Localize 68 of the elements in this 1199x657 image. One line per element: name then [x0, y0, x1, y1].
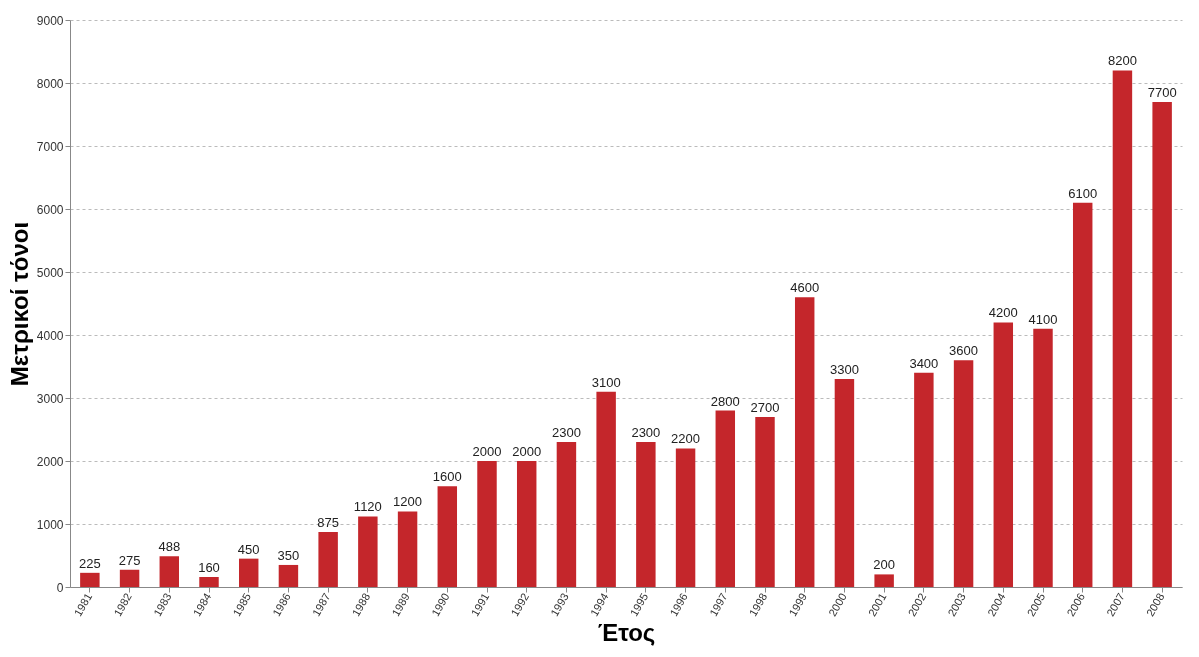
data-label: 4600 — [790, 280, 820, 296]
data-label: 200 — [873, 557, 895, 573]
data-label: 225 — [79, 555, 101, 571]
data-label: 2200 — [671, 431, 701, 447]
bar — [755, 416, 775, 587]
bar — [80, 572, 100, 587]
y-tick-label: 4000 — [36, 328, 64, 343]
bar — [397, 511, 418, 587]
data-label: 1120 — [353, 499, 382, 515]
data-label: 2000 — [512, 444, 542, 459]
bar — [834, 379, 855, 587]
bar — [556, 442, 577, 587]
bar — [199, 576, 219, 587]
data-label: 6100 — [1068, 185, 1098, 201]
bar — [1033, 328, 1053, 587]
bar — [1152, 101, 1172, 587]
data-label: 4100 — [1028, 311, 1058, 327]
data-label: 450 — [237, 541, 260, 557]
bar — [437, 486, 458, 587]
bar — [715, 410, 736, 587]
bar — [596, 391, 616, 587]
data-label: 160 — [198, 559, 220, 575]
x-axis-title: Έτος — [597, 619, 656, 647]
data-label: 1200 — [393, 494, 423, 510]
data-label: 488 — [158, 539, 181, 555]
bar — [675, 448, 696, 587]
bar — [914, 372, 934, 587]
bar — [278, 564, 299, 587]
y-tick-label: 8000 — [36, 76, 64, 91]
data-label: 2700 — [750, 399, 780, 415]
bar — [1112, 70, 1133, 587]
y-tick-label: 9000 — [36, 13, 64, 28]
bar — [516, 461, 537, 587]
data-label: 3600 — [949, 343, 979, 359]
y-tick-label: 6000 — [36, 202, 64, 217]
data-label: 3400 — [909, 355, 939, 371]
bar — [238, 558, 259, 587]
data-label: 350 — [277, 547, 300, 563]
y-tick-label: 7000 — [36, 139, 64, 154]
data-label: 4200 — [988, 305, 1018, 321]
bar — [953, 360, 974, 587]
bar — [874, 574, 894, 587]
y-tick-label: 0 — [56, 580, 64, 595]
bar — [993, 322, 1014, 587]
bar — [477, 461, 497, 587]
data-label: 1600 — [432, 469, 462, 485]
y-tick-label: 3000 — [36, 391, 64, 406]
y-tick-label: 1000 — [36, 517, 64, 532]
data-label: 3100 — [591, 374, 621, 390]
bar — [119, 569, 140, 587]
data-label: 2000 — [472, 444, 502, 459]
bar — [318, 531, 338, 587]
y-axis-title: Μετρικοί τόνοι — [5, 221, 33, 387]
data-label: 875 — [317, 514, 339, 530]
data-label: 275 — [118, 552, 141, 568]
bar — [159, 556, 180, 587]
data-label: 2300 — [551, 425, 581, 441]
data-label: 8200 — [1107, 53, 1137, 69]
data-label: 2300 — [631, 425, 661, 441]
y-tick-label: 5000 — [36, 265, 64, 280]
bar — [1072, 202, 1093, 587]
bar — [358, 516, 378, 587]
bar — [636, 442, 656, 587]
data-label: 7700 — [1147, 84, 1177, 100]
data-label: 2800 — [710, 393, 740, 409]
data-label: 3300 — [829, 362, 859, 378]
y-tick-label: 2000 — [36, 454, 64, 469]
bar — [794, 297, 815, 587]
